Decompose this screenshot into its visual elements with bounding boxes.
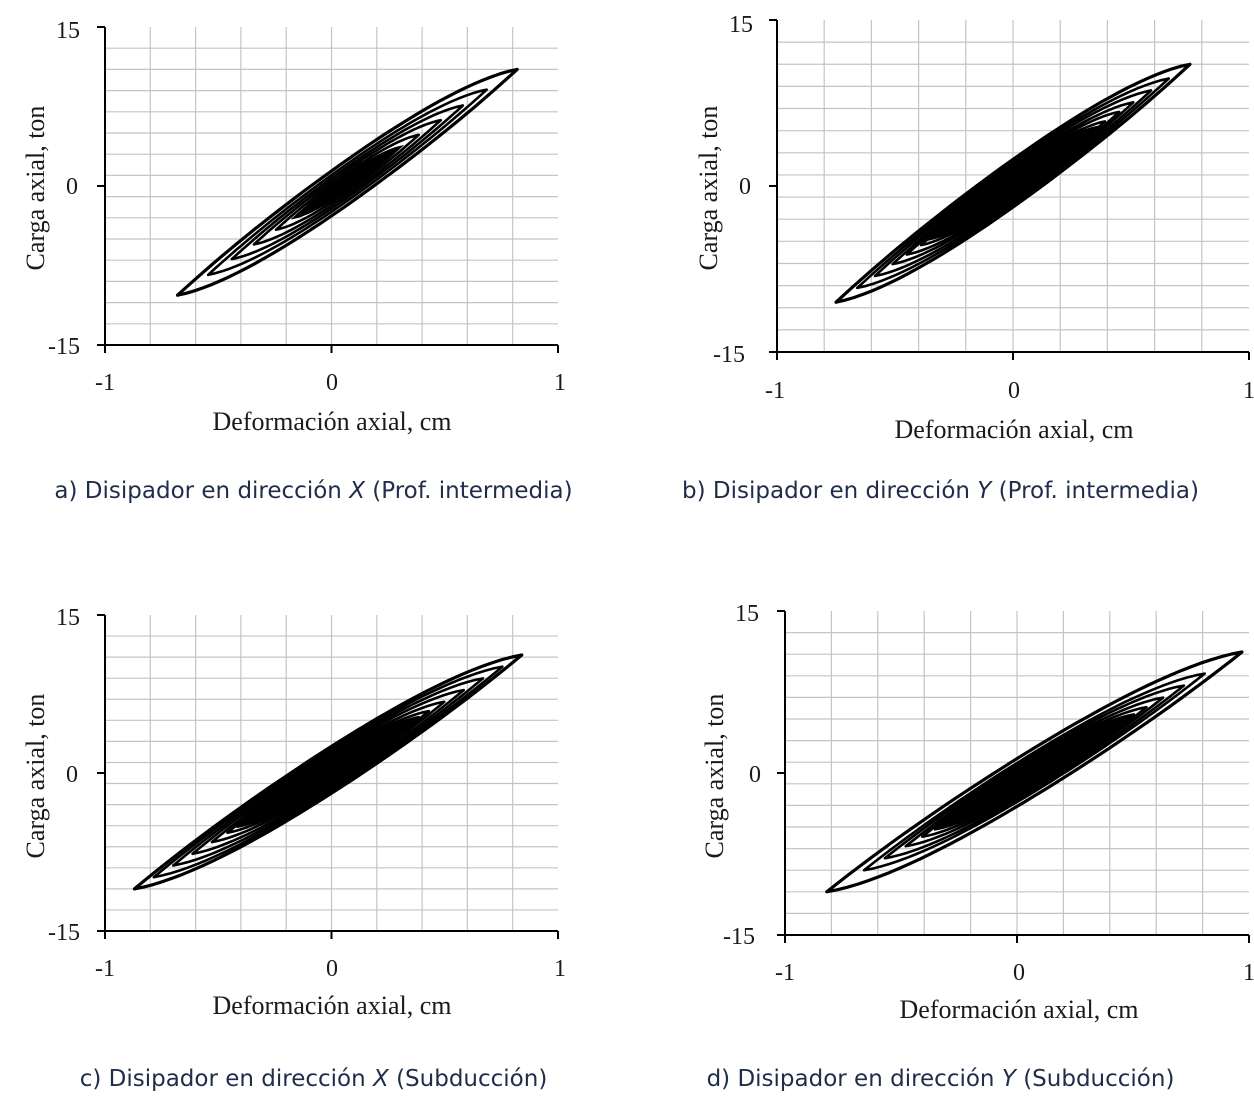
x-tick-label-left: -1 bbox=[95, 370, 115, 396]
hysteresis-cycle bbox=[230, 104, 465, 261]
caption-axis: Y bbox=[1001, 1066, 1016, 1092]
x-axis-label: Deformación axial, cm bbox=[900, 995, 1139, 1024]
x-axis-label: Deformación axial, cm bbox=[895, 415, 1134, 444]
caption-axis: X bbox=[349, 478, 365, 504]
caption-prefix: d) Disipador en dirección bbox=[706, 1066, 995, 1092]
hysteresis-cycle bbox=[274, 133, 420, 231]
hysteresis-cycle bbox=[921, 705, 1148, 838]
hysteresis-cycle bbox=[932, 128, 1094, 239]
hysteresis-cycle bbox=[862, 672, 1206, 872]
y-tick-label-mid: 0 bbox=[739, 174, 751, 200]
hysteresis-cycle bbox=[206, 88, 488, 277]
hysteresis-cycle bbox=[152, 665, 504, 879]
x-tick-label-mid: 0 bbox=[1008, 378, 1020, 404]
hysteresis-cycle bbox=[883, 684, 1186, 860]
hysteresis-core bbox=[290, 144, 405, 220]
caption-prefix: a) Disipador en dirección bbox=[54, 478, 342, 504]
caption-d: d) Disipador en dirección Y (Subducción) bbox=[627, 1066, 1254, 1092]
y-tick-label-bottom: -15 bbox=[48, 334, 80, 360]
x-axis-label: Deformación axial, cm bbox=[213, 991, 452, 1020]
y-tick-label-top: 15 bbox=[56, 18, 80, 44]
y-tick-label-bottom: -15 bbox=[723, 924, 755, 950]
hysteresis-cycle bbox=[210, 700, 446, 844]
chart-d: 15 0 -15 -1 0 1 Deformación axial, cm Ca… bbox=[700, 601, 1254, 1024]
panel-b: 15 0 -15 -1 0 1 Deformación axial, cm Ca… bbox=[627, 0, 1254, 548]
hysteresis-envelope bbox=[132, 653, 524, 891]
x-tick-label-mid: 0 bbox=[326, 370, 338, 396]
caption-axis: Y bbox=[977, 478, 992, 504]
hysteresis-envelope bbox=[834, 62, 1192, 304]
caption-prefix: b) Disipador en dirección bbox=[682, 478, 970, 504]
grid-a bbox=[105, 27, 558, 345]
caption-prefix: c) Disipador en dirección bbox=[79, 1066, 366, 1092]
x-tick-label-left: -1 bbox=[775, 960, 795, 986]
y-tick-label-bottom: -15 bbox=[48, 920, 80, 946]
chart-a: 15 0 -15 -1 0 1 Deformación axial, cm Ca… bbox=[21, 18, 566, 436]
hysteresis-b bbox=[834, 62, 1192, 304]
hysteresis-cycle bbox=[171, 677, 485, 867]
axes-frame-c bbox=[97, 614, 559, 939]
hysteresis-envelope bbox=[825, 650, 1244, 894]
y-tick-label-top: 15 bbox=[729, 12, 753, 38]
y-axis-label: Carga axial, ton bbox=[694, 106, 723, 271]
y-tick-label-mid: 0 bbox=[749, 762, 761, 788]
panel-a: 15 0 -15 -1 0 1 Deformación axial, cm Ca… bbox=[0, 0, 627, 548]
hysteresis-core bbox=[933, 713, 1136, 831]
x-tick-label-right: 1 bbox=[1243, 378, 1254, 404]
hysteresis-cycle bbox=[855, 77, 1171, 290]
x-axis-label: Deformación axial, cm bbox=[213, 407, 452, 436]
hysteresis-d bbox=[825, 650, 1244, 894]
chart-b: 15 0 -15 -1 0 1 Deformación axial, cm Ca… bbox=[694, 12, 1254, 444]
hysteresis-a bbox=[175, 67, 519, 297]
y-tick-label-mid: 0 bbox=[66, 762, 78, 788]
hysteresis-cycle bbox=[937, 715, 1132, 829]
y-axis-label: Carga axial, ton bbox=[700, 694, 729, 859]
x-tick-label-mid: 0 bbox=[1013, 960, 1025, 986]
y-axis-label: Carga axial, ton bbox=[21, 694, 50, 859]
caption-suffix: (Prof. intermedia) bbox=[372, 478, 573, 504]
axes-frame-a bbox=[97, 26, 559, 353]
chart-c: 15 0 -15 -1 0 1 Deformación axial, cm Ca… bbox=[21, 605, 566, 1020]
y-tick-label-top: 15 bbox=[56, 605, 80, 631]
x-tick-label-mid: 0 bbox=[326, 956, 338, 982]
x-tick-label-right: 1 bbox=[1243, 960, 1254, 986]
hysteresis-cycle bbox=[905, 110, 1121, 256]
grid-b bbox=[777, 20, 1249, 352]
hysteresis-cycle bbox=[191, 688, 465, 856]
hysteresis-cycle bbox=[919, 120, 1107, 247]
hysteresis-cycle bbox=[891, 101, 1135, 266]
hysteresis-cycle bbox=[295, 147, 400, 218]
caption-a: a) Disipador en dirección X (Prof. inter… bbox=[0, 478, 627, 504]
y-tick-label-mid: 0 bbox=[66, 174, 78, 200]
x-tick-label-right: 1 bbox=[554, 956, 566, 982]
caption-suffix: (Prof. intermedia) bbox=[998, 478, 1199, 504]
axes-frame-b bbox=[769, 19, 1250, 360]
hysteresis-c bbox=[132, 653, 524, 891]
hysteresis-cycle bbox=[873, 89, 1153, 278]
y-tick-label-top: 15 bbox=[735, 601, 759, 627]
caption-b: b) Disipador en dirección Y (Prof. inter… bbox=[627, 478, 1254, 504]
panel-c: 15 0 -15 -1 0 1 Deformación axial, cm Ca… bbox=[0, 548, 627, 1097]
y-tick-label-bottom: -15 bbox=[713, 342, 745, 368]
hysteresis-envelope bbox=[175, 67, 519, 297]
caption-suffix: (Subducción) bbox=[396, 1066, 548, 1092]
caption-axis: X bbox=[373, 1066, 389, 1092]
caption-suffix: (Subducción) bbox=[1023, 1066, 1175, 1092]
caption-c: c) Disipador en dirección X (Subducción) bbox=[0, 1066, 627, 1092]
hysteresis-cycle bbox=[252, 118, 443, 246]
hysteresis-cycle bbox=[226, 709, 431, 834]
x-tick-label-left: -1 bbox=[765, 378, 785, 404]
x-tick-label-right: 1 bbox=[554, 370, 566, 396]
axes-frame-d bbox=[777, 610, 1250, 943]
hysteresis-cycle bbox=[239, 718, 417, 826]
panel-d: 15 0 -15 -1 0 1 Deformación axial, cm Ca… bbox=[627, 548, 1254, 1097]
x-tick-label-left: -1 bbox=[95, 956, 115, 982]
hysteresis-core bbox=[235, 715, 421, 829]
hysteresis-cycle bbox=[904, 696, 1165, 848]
y-axis-label: Carga axial, ton bbox=[21, 106, 50, 271]
